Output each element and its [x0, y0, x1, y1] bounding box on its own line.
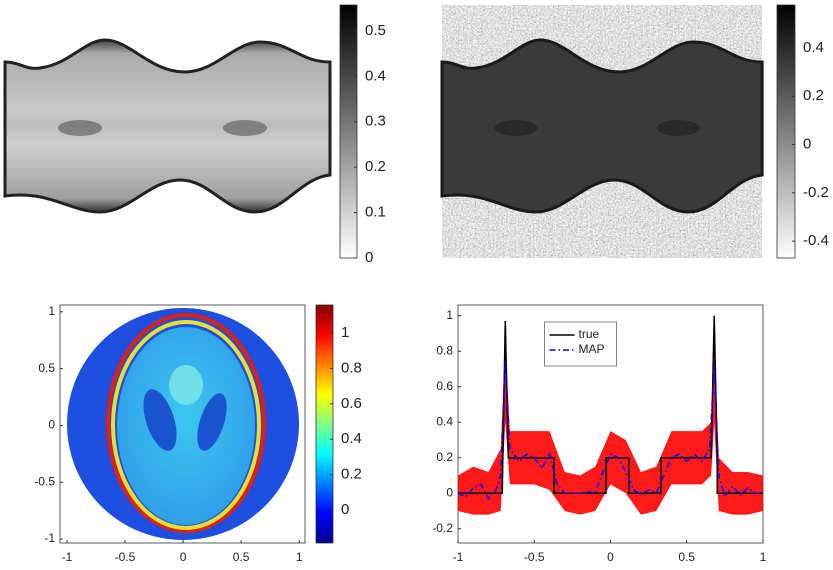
colorbar-tick-label: 0: [803, 136, 811, 153]
y-tick-label: 0.6: [436, 379, 453, 393]
colorbar-tick-label: 0.6: [341, 395, 362, 412]
y-tick-label: -1: [44, 531, 55, 545]
series-line: [457, 360, 763, 500]
y-tick-label: 0.2: [436, 450, 453, 464]
residual-image: [440, 5, 764, 258]
reconstruction-image: [67, 308, 299, 540]
y-tick-label: 0: [446, 485, 453, 499]
colorbar-tick-label: 0.4: [365, 67, 386, 84]
x-tick-label: -1: [62, 550, 73, 564]
colorbar-tick-label: 0.1: [365, 204, 386, 221]
y-tick-label: -0.5: [34, 474, 55, 488]
colorbar-tick-label: 0: [365, 249, 373, 266]
colorbar-tick-label: 0.5: [365, 22, 386, 39]
sinogram-image: [3, 38, 332, 214]
x-tick-label: 0: [180, 550, 187, 564]
legend-box: [544, 321, 617, 367]
colorbar-tick-label: 0.4: [341, 430, 362, 447]
colorbar-tick-label: 1: [341, 324, 349, 341]
x-tick-label: 0: [607, 550, 614, 564]
x-tick-label: 1: [296, 550, 303, 564]
y-tick-label: 0.5: [38, 361, 55, 375]
y-tick-label: 0: [48, 418, 55, 432]
colorbar: [315, 304, 334, 544]
x-tick-label: 0.5: [678, 550, 695, 564]
colorbar-tick-label: 0.2: [341, 466, 362, 483]
colorbar-tick-label: -0.4: [803, 232, 829, 249]
colorbar: [339, 4, 358, 259]
x-tick-label: -0.5: [524, 550, 545, 564]
colorbar-tick-label: 0.2: [803, 87, 824, 104]
y-tick-label: 1: [446, 308, 453, 322]
legend-label: MAP: [579, 342, 605, 356]
x-tick-label: -1: [453, 550, 464, 564]
legend-label: true: [579, 327, 600, 341]
colorbar-tick-label: 0.2: [365, 158, 386, 175]
colorbar-tick-label: 0.3: [365, 113, 386, 130]
colorbar-tick-label: 0.8: [341, 359, 362, 376]
colorbar: [776, 4, 796, 259]
y-tick-label: 0.4: [436, 414, 453, 428]
x-tick-label: 1: [760, 550, 767, 564]
axes-box: [59, 304, 306, 544]
y-tick-label: -0.2: [432, 521, 453, 535]
x-tick-label: 0.5: [233, 550, 250, 564]
colorbar-tick-label: 0: [341, 501, 349, 518]
y-tick-label: 0.8: [436, 343, 453, 357]
colorbar-tick-label: 0.4: [803, 39, 824, 56]
colorbar-tick-label: -0.2: [803, 184, 829, 201]
y-tick-label: 1: [48, 304, 55, 318]
x-tick-label: -0.5: [115, 550, 136, 564]
sample-band: [458, 342, 763, 515]
